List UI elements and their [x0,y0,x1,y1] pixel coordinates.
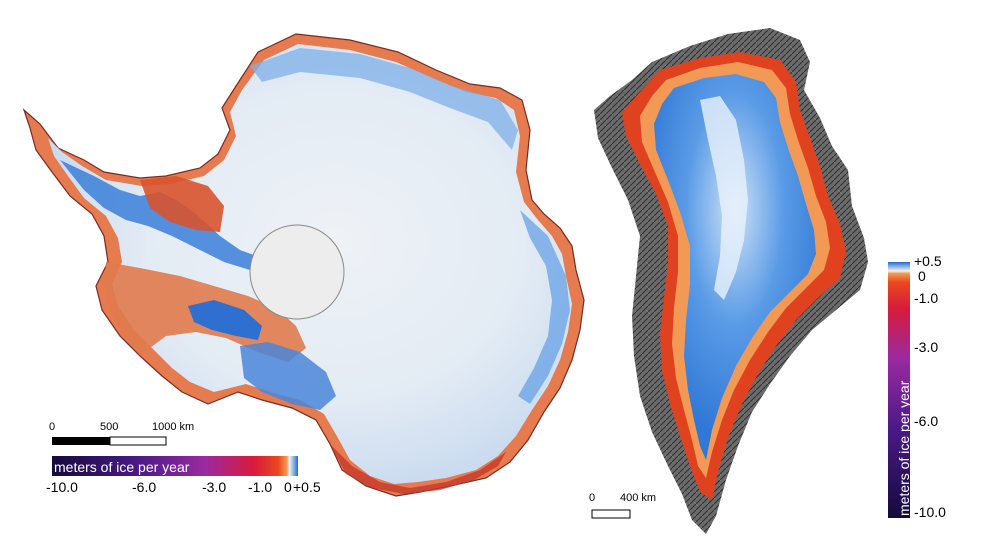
antarctica-cb-tick-minus1: -1.0 [248,479,273,495]
greenland-cb-tick-0: 0 [918,268,926,284]
antarctica-colorbar-title: meters of ice per year [54,459,190,475]
antarctica-scale-tick-1000: 1000 km [152,421,195,433]
south-pole-data-gap [249,224,345,320]
antarctica-cb-tick-minus6: -6.0 [132,479,157,495]
antarctica-east-coast-blue [518,210,570,404]
antarctica-cb-tick-minus10: -10.0 [46,479,78,495]
antarctica-cb-tick-0: 0 [284,479,292,495]
greenland-cb-tick-minus1: -1.0 [914,290,939,306]
antarctica-west-deep-blue [188,300,262,340]
antarctica-map [22,33,585,497]
greenland-scale-tick-0: 0 [589,492,596,504]
greenland-cb-tick-plus05: +0.5 [914,253,942,269]
antarctica-scale-tick-0: 0 [49,421,56,433]
greenland-map [594,28,868,534]
antarctica-cb-tick-minus3: -3.0 [202,479,227,495]
antarctica-south-coast-red [330,444,506,494]
antarctica-west-red-patch [140,176,224,232]
antarctica-east-blue-band [250,48,518,150]
antarctica-cb-tick-plus05: +0.5 [293,479,321,495]
antarctica-scale-bar [52,436,167,446]
greenland-cb-tick-minus6: -6.0 [914,413,939,429]
greenland-scale-tick-400: 400 km [620,492,657,504]
greenland-cb-tick-minus3: -3.0 [914,339,939,355]
antarctica-scale-tick-500: 500 [100,421,119,433]
antarctica-colorbar [52,456,298,476]
greenland-cb-tick-minus10: -10.0 [914,504,946,520]
greenland-colorbar [888,262,910,518]
antarctica-ross-blue [240,342,336,410]
greenland-colorbar-title: meters of ice per year [896,380,912,516]
greenland-white-divide [700,96,748,300]
greenland-scale-bar [591,509,631,519]
